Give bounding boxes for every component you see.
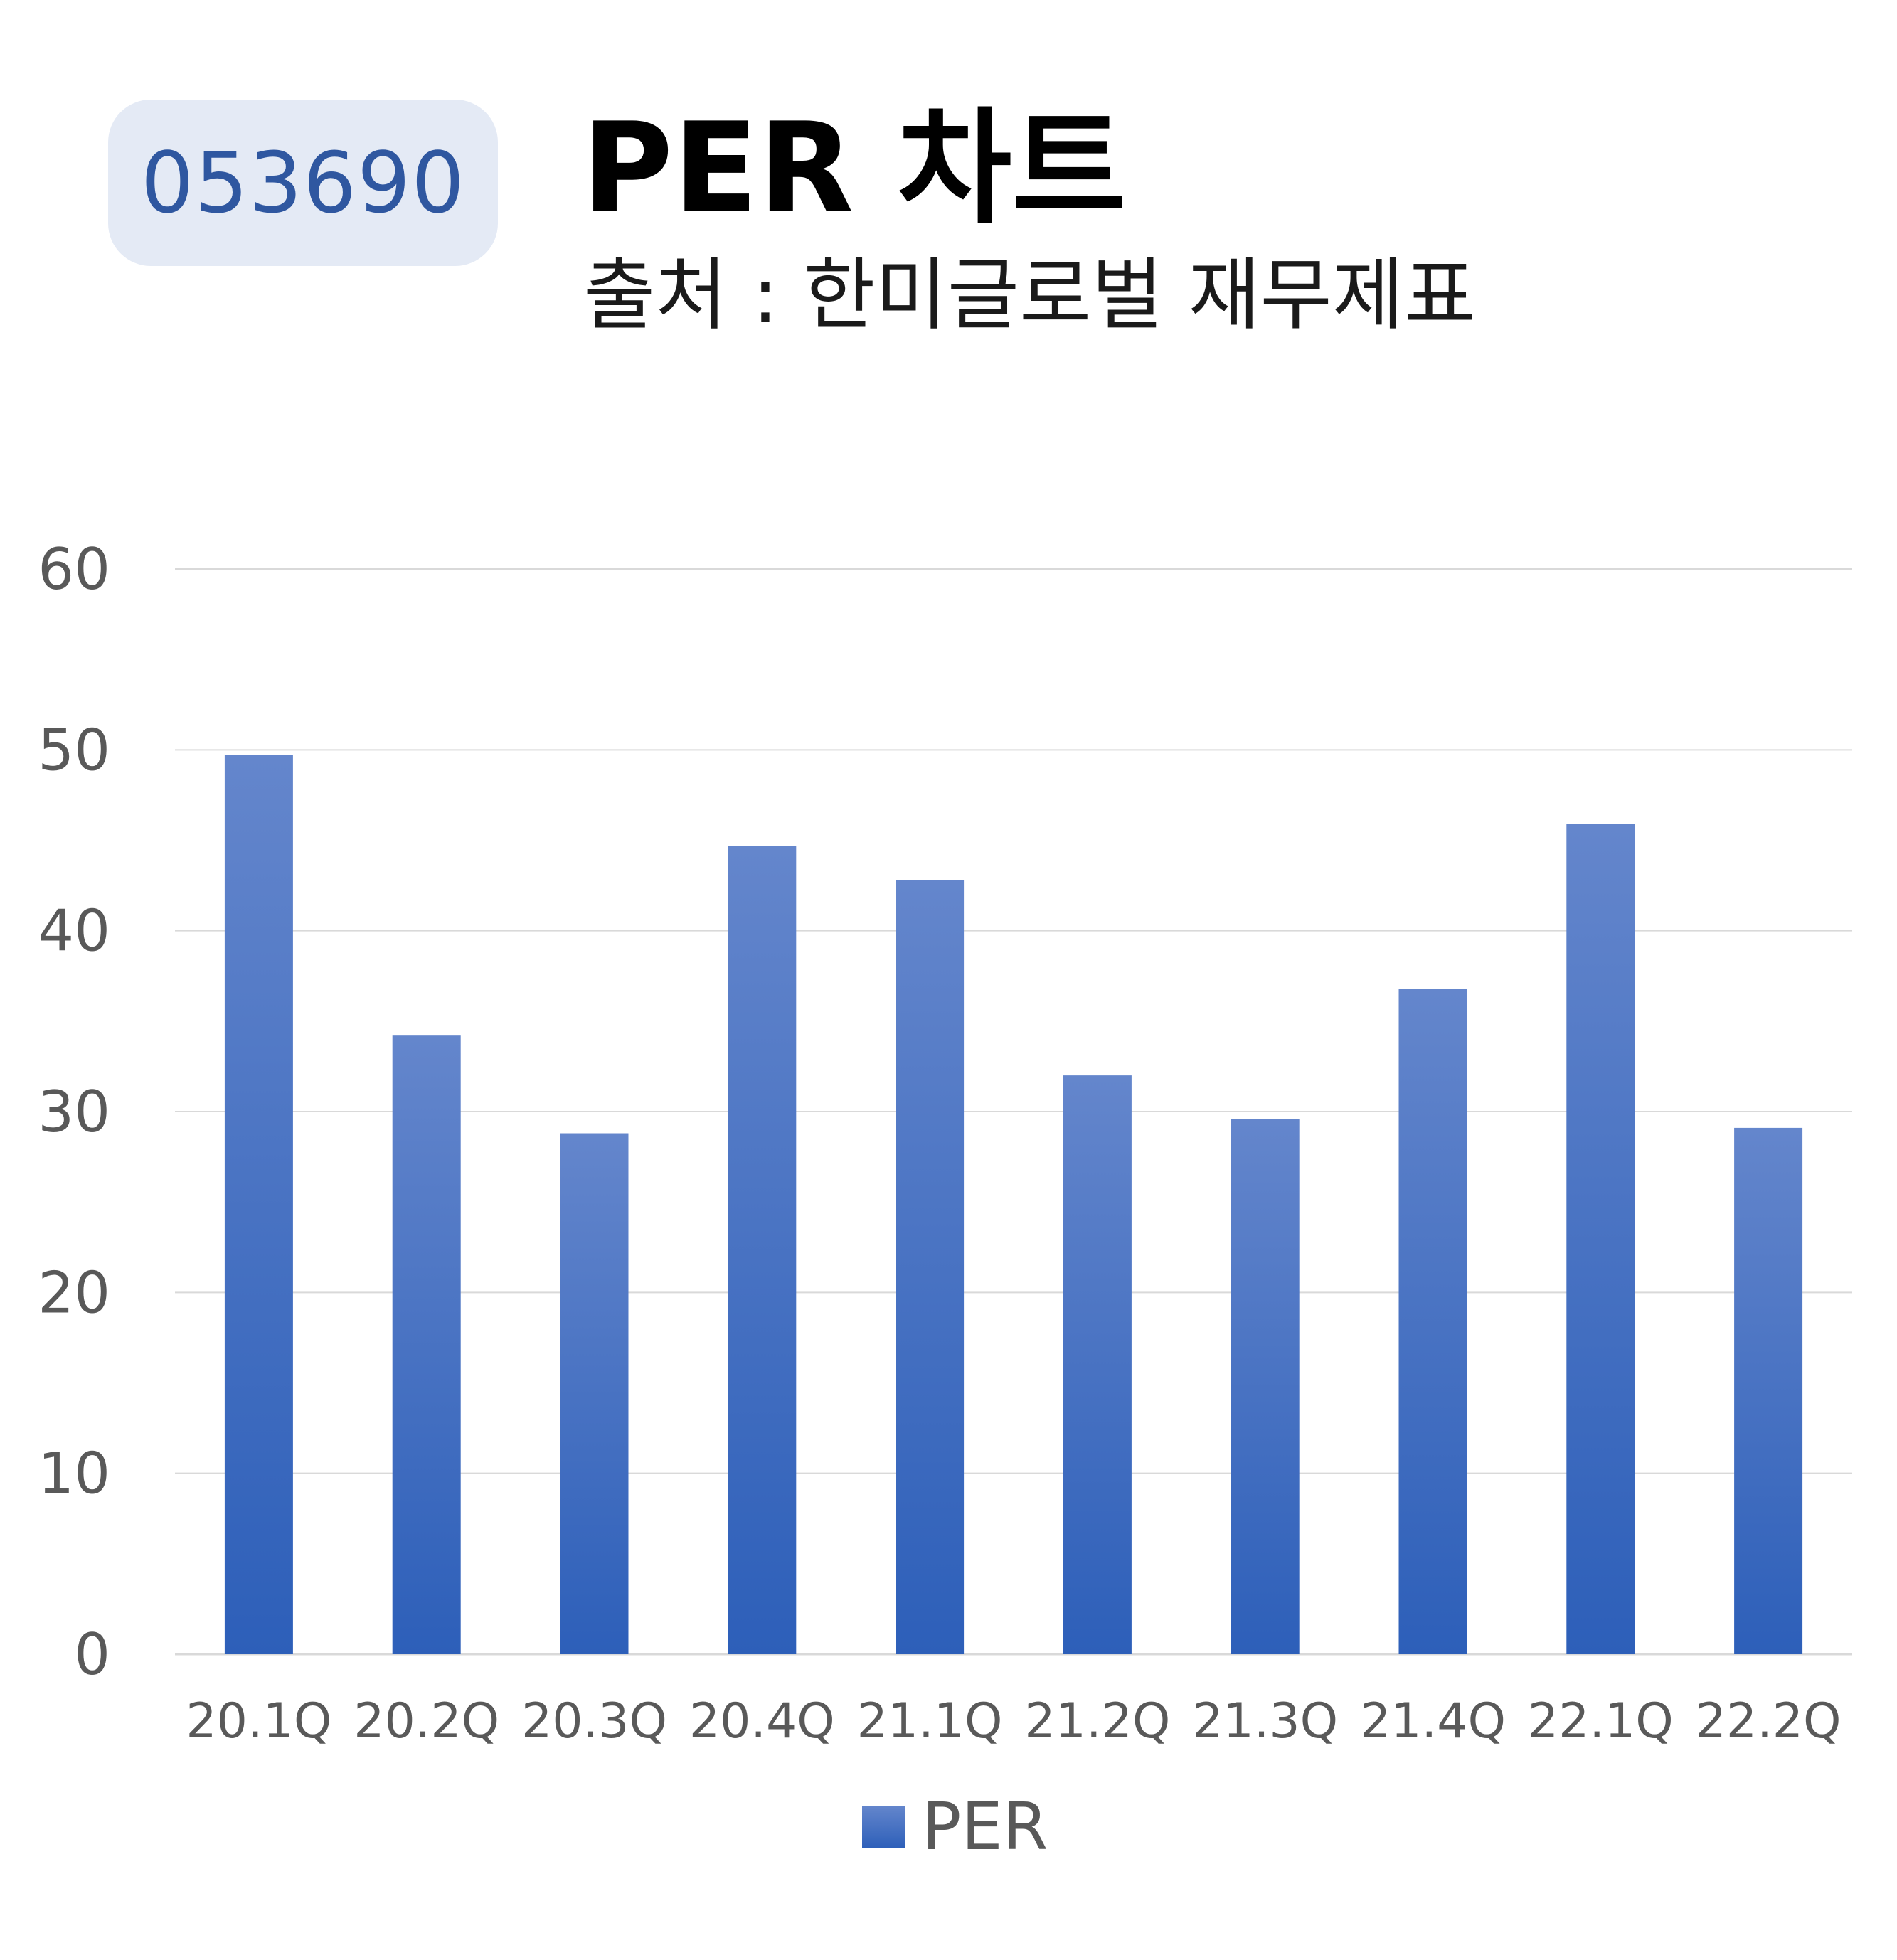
- ticker-badge: 053690: [108, 100, 498, 266]
- legend-swatch-per: [862, 1806, 905, 1848]
- bar-20.3Q: [560, 1133, 629, 1654]
- y-axis-ticks: 0 10 20 30 40 50 60: [38, 536, 110, 1688]
- x-tick-label: 21.3Q: [1192, 1693, 1338, 1749]
- y-tick-label: 10: [38, 1441, 110, 1507]
- bars: [224, 755, 1803, 1654]
- x-tick-label: 20.2Q: [354, 1693, 499, 1749]
- bar-21.4Q: [1398, 989, 1467, 1654]
- x-tick-label: 22.2Q: [1696, 1693, 1842, 1749]
- x-tick-label: 22.1Q: [1528, 1693, 1674, 1749]
- legend-label-per: PER: [922, 1789, 1048, 1865]
- bar-22.1Q: [1566, 824, 1635, 1654]
- legend: PER: [862, 1789, 1048, 1865]
- y-tick-label: 0: [74, 1621, 110, 1688]
- bar-21.2Q: [1063, 1075, 1132, 1654]
- bar-20.1Q: [224, 755, 293, 1654]
- x-axis-ticks: 20.1Q 20.2Q 20.3Q 20.4Q 21.1Q 21.2Q 21.3Q 21.4Q…: [186, 1693, 1841, 1749]
- x-tick-label: 20.3Q: [521, 1693, 667, 1749]
- bar-22.2Q: [1734, 1127, 1803, 1654]
- bar-20.4Q: [728, 846, 797, 1654]
- y-tick-label: 60: [38, 536, 110, 602]
- bar-20.2Q: [392, 1035, 461, 1654]
- bar-21.1Q: [896, 880, 965, 1654]
- chart-title: PER 차트: [582, 97, 1127, 241]
- y-tick-label: 40: [38, 898, 110, 964]
- x-tick-label: 21.1Q: [857, 1693, 1003, 1749]
- ticker-code: 053690: [140, 134, 466, 232]
- x-tick-label: 21.4Q: [1360, 1693, 1506, 1749]
- y-tick-label: 50: [38, 717, 110, 783]
- x-tick-label: 20.4Q: [689, 1693, 835, 1749]
- chart-subtitle: 출처 : 한미글로벌 재무제표: [583, 250, 1477, 341]
- y-tick-label: 30: [38, 1079, 110, 1145]
- y-tick-label: 20: [38, 1259, 110, 1326]
- x-tick-label: 21.2Q: [1024, 1693, 1170, 1749]
- bar-21.3Q: [1231, 1119, 1300, 1654]
- x-tick-label: 20.1Q: [186, 1693, 331, 1749]
